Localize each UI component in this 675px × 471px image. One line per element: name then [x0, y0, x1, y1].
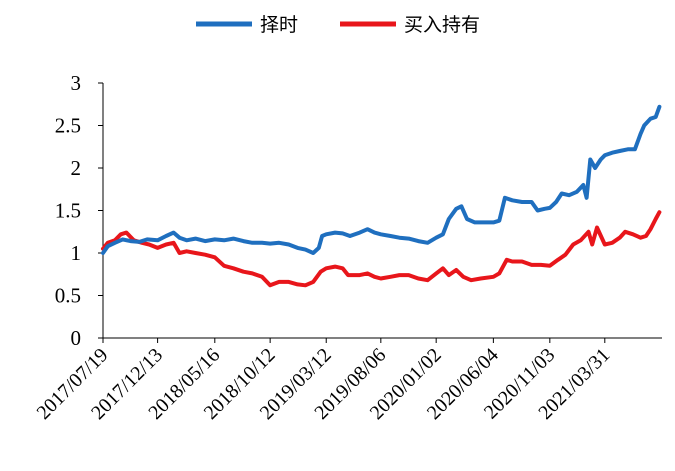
legend: 择时 买入持有 [196, 14, 480, 36]
y-tick-label: 1 [71, 241, 82, 265]
legend-label-timing: 择时 [260, 14, 298, 36]
y-tick-label: 2 [71, 156, 82, 180]
legend-label-buy-and-hold: 买入持有 [404, 14, 480, 36]
x-axis: 2017/07/192017/12/132018/05/162018/10/12… [33, 337, 662, 424]
y-tick-label: 2.5 [55, 114, 81, 138]
series-line-timing [101, 104, 662, 255]
y-tick-label: 1.5 [55, 199, 81, 223]
series-line-buy-and-hold [101, 210, 662, 288]
y-tick-label: 3 [71, 71, 82, 95]
y-axis: 0 0.5 1 1.5 2 2.5 3 [55, 71, 104, 350]
y-tick-label: 0 [71, 326, 82, 350]
y-tick-label: 0.5 [55, 284, 81, 308]
series-layer [101, 104, 662, 288]
